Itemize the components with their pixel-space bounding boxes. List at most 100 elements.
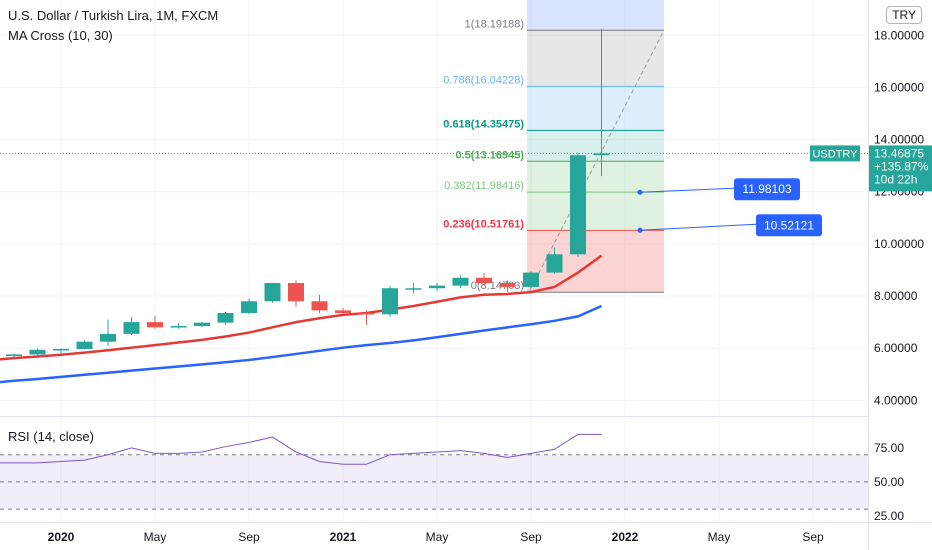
candle-body [100,333,116,342]
candle [6,353,22,358]
candle [241,298,257,315]
candle-body [264,283,281,302]
candle [358,310,375,325]
price-tick-label: 6.00000 [874,341,918,355]
candle [264,283,281,303]
fib-level-label: 0.786(16.04228) [443,74,524,86]
time-tick-label: Sep [802,530,824,544]
candle-body [194,322,210,327]
candle-body [523,272,539,287]
candle [123,316,140,336]
candle-body [476,277,492,284]
candle [429,283,445,291]
time-tick-label: May [426,530,449,544]
price-axis: 4.000006.000008.0000010.0000012.0000014.… [874,28,924,407]
candle-body [76,341,93,349]
fib-zone [527,86,664,131]
price-tag-price: 13.46875 [874,146,924,160]
candle [499,280,516,293]
time-tick-label: May [144,530,167,544]
candle [53,348,69,354]
ma-slow-line [0,304,603,384]
moving-averages [0,254,603,384]
candle [476,272,492,286]
candle [76,340,93,350]
fib-level-label: 0.236(10.51761) [443,218,524,230]
candle [100,319,116,346]
callout-anchor [637,189,643,195]
price-tick-label: 10.00000 [874,237,924,251]
callout-box[interactable] [756,214,822,237]
candle [523,271,539,289]
callout-anchor [637,227,643,233]
candle [546,247,563,274]
candle-body [311,301,328,311]
candle-body [570,155,586,255]
candle-body [6,354,22,357]
candle-body [29,349,46,355]
rsi-tick-label: 25.00 [874,509,904,523]
chart-title: U.S. Dollar / Turkish Lira, 1M, FXCM [8,8,219,23]
candle-body [217,313,234,323]
callout-label: 11.98103 [742,182,791,196]
callout-line [639,223,757,231]
currency-button[interactable]: TRY [886,6,922,24]
candle-body [405,288,422,290]
fib-zone-extension [527,0,664,31]
callout-box[interactable] [734,178,800,201]
fib-zone [527,30,664,87]
callout-line [639,187,735,193]
candle-body [147,322,163,328]
candle [288,280,304,307]
rsi-label[interactable]: RSI (14, close) [8,429,94,444]
fib-level-label: 0.618(14.35475) [443,118,524,130]
candle-body [382,288,398,315]
price-tag-change: +135.87% [874,159,929,173]
time-tick-label: May [708,530,731,544]
price-tick-label: 14.00000 [874,133,924,147]
candle-body [335,310,351,313]
rsi-tick-label: 50.00 [874,475,904,489]
candles [6,28,610,358]
candle [311,294,328,313]
fib-zone [527,130,664,162]
price-tick-label: 18.00000 [874,28,924,42]
rsi-pane: 25.00 50.00 75.00 [0,433,904,523]
indicator-label[interactable]: MA Cross (10, 30) [8,28,113,43]
candle [147,315,163,329]
price-grid [0,0,868,522]
time-axis: 2020 May Sep 2021 May Sep 2022 May Sep [48,530,824,544]
candle-body [593,153,610,156]
price-tick-label: 8.00000 [874,289,918,303]
candle-body [123,322,140,334]
candle-body [241,301,257,313]
fib-zone [527,192,664,231]
time-tick-label: 2022 [612,530,639,544]
price-tick-label: 4.00000 [874,393,918,407]
last-price-tag[interactable]: USDTRY 13.46875+135.87%10d 22h [810,145,932,192]
fib-zone [527,161,664,193]
candle-body [452,277,469,286]
price-tick-label: 16.00000 [874,80,924,94]
fib-level-label: 1(18.19188) [465,18,524,30]
rsi-tick-label: 75.00 [874,441,904,455]
time-tick-label: 2020 [48,530,75,544]
candle [593,28,610,177]
fib-trend-line [528,30,665,293]
candle [335,307,351,315]
candle-body [546,254,563,273]
price-callouts: 11.98103 10.52121 [637,178,822,237]
candle-body [53,348,69,351]
time-tick-label: Sep [520,530,542,544]
symbol-tag-label: USDTRY [812,148,858,160]
price-tag-box [869,145,932,192]
rsi-line [0,433,602,465]
candle [194,322,210,328]
candle [570,152,586,257]
candle [452,275,469,289]
candle-body [429,285,445,289]
candle [29,348,46,357]
candle-body [170,326,187,328]
fibonacci-retracement: 0(8.14703)0.236(10.51761)0.382(11.98416)… [0,0,868,293]
